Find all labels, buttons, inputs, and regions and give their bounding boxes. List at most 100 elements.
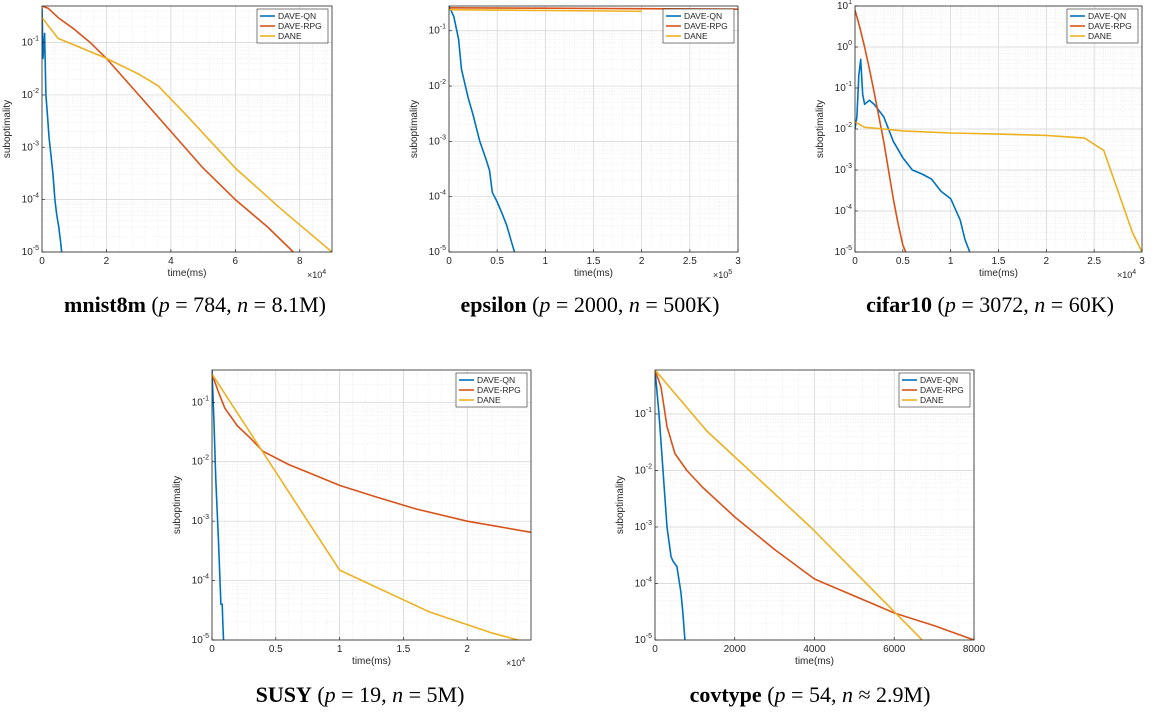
series-line-dave-rpg xyxy=(655,370,974,640)
series-line-dave-rpg xyxy=(212,373,531,534)
caption-relation: = xyxy=(645,292,658,317)
caption-p-value: 3072 xyxy=(979,292,1024,317)
series-line-dane xyxy=(449,8,642,13)
legend-label: DANE xyxy=(278,31,302,41)
y-tick-label: 10-5 xyxy=(22,245,39,258)
caption-susy: SUSY (p = 19, n = 5M) xyxy=(255,682,465,707)
legend-label: DAVE-RPG xyxy=(278,21,322,31)
series-line-dane xyxy=(655,370,923,640)
y-tick-label: 10-4 xyxy=(429,190,446,203)
y-tick-label: 10-2 xyxy=(192,455,209,468)
y-axis-label: suboptimality xyxy=(409,100,420,158)
x-tick-label: 0 xyxy=(209,644,215,655)
y-tick-label: 101 xyxy=(837,0,852,12)
x-axis-label: time(ms) xyxy=(168,268,207,279)
x-tick-label: 0.5 xyxy=(269,644,283,655)
minor-grid xyxy=(655,370,974,640)
caption-relation: ≈ xyxy=(858,682,871,707)
x-tick-label: 2.5 xyxy=(1087,256,1101,267)
x-tick-label: 2000 xyxy=(724,644,747,655)
legend-label: DAVE-RPG xyxy=(1088,21,1132,31)
chart-panel-epsilon: 0 0.5 1 1.5 2 2.5 3 10-5 10-4 10-3 10-2 10-1 time(ms… xyxy=(395,0,785,290)
x-tick-label: 6 xyxy=(233,256,239,267)
caption-p-value: 2000 xyxy=(573,292,618,317)
y-tick-label: 10-1 xyxy=(429,24,446,37)
caption-p-value: 54 xyxy=(808,682,831,707)
caption-dataset-name: covtype xyxy=(689,682,762,707)
legend-label: DAVE-QN xyxy=(477,375,515,385)
x-tick-label: 1.5 xyxy=(587,256,601,267)
x-tick-label: 8000 xyxy=(963,644,986,655)
y-tick-label: 10-3 xyxy=(635,520,652,533)
y-tick-label: 100 xyxy=(837,40,852,53)
x-tick-label: 2 xyxy=(1044,256,1050,267)
caption-n-value: 60K xyxy=(1068,292,1107,317)
y-tick-label: 10-4 xyxy=(192,574,209,587)
series-line-dane xyxy=(855,121,1142,252)
y-tick-label: 10-2 xyxy=(635,463,652,476)
y-axis-label: suboptimality xyxy=(172,476,183,534)
caption-p-value: 19 xyxy=(359,682,382,707)
y-tick-label: 10-5 xyxy=(835,245,852,258)
x-tick-label: 2 xyxy=(104,256,110,267)
legend-label: DANE xyxy=(920,395,944,405)
chart-panel-cifar10: 0 0.5 1 1.5 2 2.5 3 10-5 10-4 10-3 10-2 10-1 100 101 t… xyxy=(800,0,1160,290)
legend-label: DANE xyxy=(684,31,708,41)
chart-panel-susy: 0 0.5 1 1.5 2 10-5 10-4 10-3 10-2 10-1 time(ms) sub… xyxy=(165,362,550,668)
plot-area xyxy=(212,370,531,640)
legend-label: DAVE-QN xyxy=(684,11,722,21)
y-tick-label: 10-2 xyxy=(429,79,446,92)
chart-svg: 0 2 4 6 8 10-5 10-4 10-3 10-2 10-1 time(ms) subopti… xyxy=(2,5,333,280)
caption-relation: = xyxy=(253,292,267,317)
x-axis-label: time(ms) xyxy=(574,268,613,279)
caption-dataset-name: epsilon xyxy=(460,292,527,317)
series-group xyxy=(212,370,531,640)
y-tick-label: 10-3 xyxy=(835,163,852,176)
x-tick-label: 0 xyxy=(852,256,858,267)
x-tick-label: 1 xyxy=(948,256,954,267)
series-line-dane xyxy=(42,17,332,252)
x-tick-label: 0 xyxy=(39,256,45,267)
y-tick-label: 10-5 xyxy=(429,245,446,258)
x-tick-label: 6000 xyxy=(883,644,906,655)
caption-p-value: 784 xyxy=(193,292,227,317)
chart-svg: 0 2000 4000 6000 8000 10-5 10-4 10-3 10-2 10-1 tim… xyxy=(615,369,986,667)
caption-n-value: 500K xyxy=(663,292,713,317)
x-tick-label: 4000 xyxy=(803,644,826,655)
chart-svg: 0 0.5 1 1.5 2 2.5 3 10-5 10-4 10-3 10-2 10-1 100 101 t… xyxy=(815,0,1145,280)
y-axis-label: suboptimality xyxy=(2,100,13,158)
legend-label: DANE xyxy=(477,395,501,405)
x-tick-label: 2.5 xyxy=(683,256,697,267)
chart-svg: 0 0.5 1 1.5 2 2.5 3 10-5 10-4 10-3 10-2 10-1 time(ms… xyxy=(409,5,741,280)
y-tick-label: 10-3 xyxy=(22,140,39,153)
y-tick-label: 10-4 xyxy=(835,204,852,217)
series-line-dave-qn xyxy=(212,370,225,640)
caption-dataset-name: mnist8m xyxy=(64,292,146,317)
series-line-dave-qn xyxy=(655,370,686,640)
y-axis-label: suboptimality xyxy=(615,476,626,534)
x-tick-label: 0.5 xyxy=(896,256,910,267)
legend-label: DAVE-RPG xyxy=(920,385,964,395)
x-tick-label: 4 xyxy=(168,256,174,267)
y-tick-label: 10-1 xyxy=(22,36,39,49)
x-tick-label: 0 xyxy=(652,644,658,655)
x-tick-label: 3 xyxy=(735,256,741,267)
legend-label: DANE xyxy=(1088,31,1112,41)
legend-label: DAVE-RPG xyxy=(477,385,521,395)
caption-n-value: 8.1M xyxy=(271,292,319,317)
caption-n-value: 2.9M xyxy=(876,682,924,707)
x-tick-label: 8 xyxy=(297,256,303,267)
caption-relation: = xyxy=(408,682,422,707)
y-tick-label: 10-3 xyxy=(192,514,209,527)
series-line-dave-qn xyxy=(449,6,516,252)
x-axis-label: time(ms) xyxy=(795,656,834,667)
y-tick-label: 10-4 xyxy=(635,576,652,589)
x-tick-label: 1 xyxy=(337,644,343,655)
series-group xyxy=(42,6,332,252)
x-multiplier-label: ×104 xyxy=(1117,269,1136,280)
y-tick-label: 10-5 xyxy=(192,633,209,646)
axes-box xyxy=(41,5,333,253)
x-tick-label: 2 xyxy=(464,644,470,655)
